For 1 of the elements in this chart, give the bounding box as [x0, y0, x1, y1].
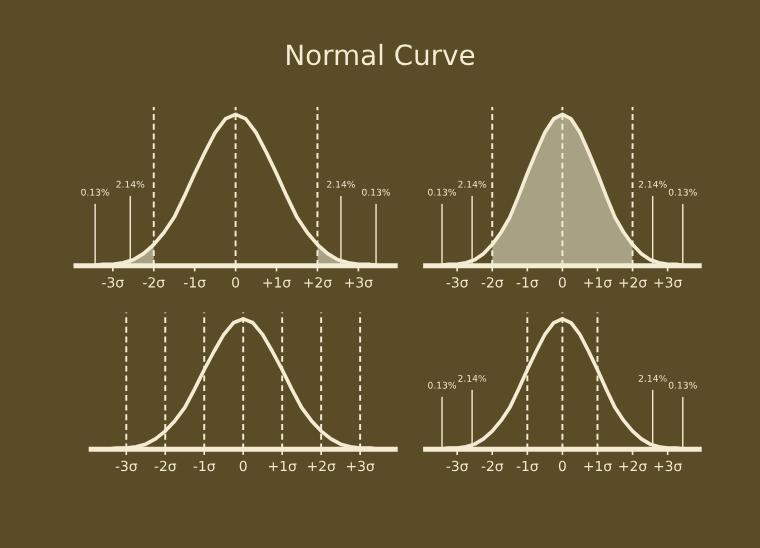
- chart-title: Normal Curve: [287, 43, 475, 66]
